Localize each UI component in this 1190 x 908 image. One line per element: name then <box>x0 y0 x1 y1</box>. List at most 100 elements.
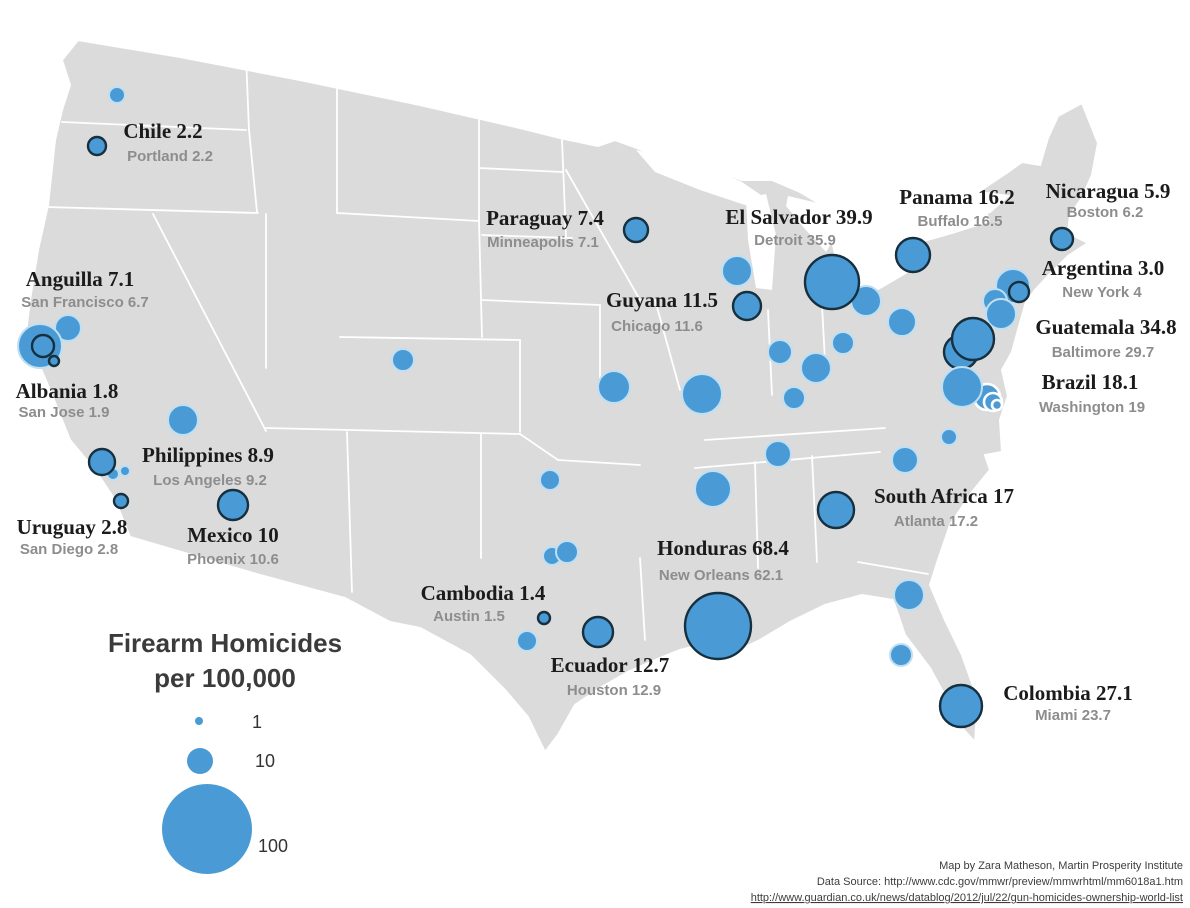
city-bubble <box>555 540 579 564</box>
state-border-segment <box>248 129 258 213</box>
city-bubble <box>721 255 753 287</box>
country-label-paraguay: Paraguay 7.4 <box>486 206 604 230</box>
state-border-segment <box>481 234 573 239</box>
legend-label-10: 10 <box>255 751 275 771</box>
legend-title-line2: per 100,000 <box>154 663 296 693</box>
country-label-panama: Panama 16.2 <box>899 185 1015 209</box>
city-bubble-houston <box>581 615 615 649</box>
state-border-segment <box>704 427 886 441</box>
city-bubbles <box>17 86 1075 729</box>
city-bubble <box>539 469 561 491</box>
lake-superior <box>636 150 768 206</box>
city-bubble-detroit <box>803 253 861 311</box>
country-label-colombia: Colombia 27.1 <box>1003 681 1133 705</box>
country-label-anguilla: Anguilla 7.1 <box>26 267 135 291</box>
city-bubble-chicago <box>731 290 763 322</box>
city-label-miami: Miami 23.7 <box>1035 707 1111 724</box>
country-label-south-africa: South Africa 17 <box>874 484 1014 508</box>
city-bubble <box>985 298 1017 330</box>
city-label-san-jose: San Jose 1.9 <box>19 404 110 421</box>
state-border-segment <box>639 557 646 641</box>
city-label-san-francisco: San Francisco 6.7 <box>21 294 149 311</box>
state-border-segment <box>265 427 521 435</box>
city-bubble <box>767 339 793 365</box>
city-bubble <box>391 348 415 372</box>
state-border-segment <box>245 55 250 131</box>
country-label-mexico: Mexico 10 <box>187 523 279 547</box>
legend-circle-1 <box>195 717 203 725</box>
city-bubble-san-francisco <box>30 333 56 359</box>
lake-ontario <box>918 214 990 242</box>
state-border-segment <box>481 299 601 306</box>
city-label-houston: Houston 12.9 <box>567 682 661 699</box>
city-label-minneapolis: Minneapolis 7.1 <box>487 234 599 251</box>
state-border-segment <box>478 167 563 173</box>
city-bubble <box>893 579 925 611</box>
country-city-labels: Chile 2.2 Portland 2.2 Anguilla 7.1 San Fra… <box>16 119 1177 724</box>
country-label-guatemala: Guatemala 34.8 <box>1035 315 1176 339</box>
city-bubble <box>54 314 82 342</box>
lake-michigan <box>746 194 776 290</box>
city-label-austin: Austin 1.5 <box>433 608 505 625</box>
state-border-segment <box>61 121 247 131</box>
state-border-segment <box>811 455 818 563</box>
state-border-segment <box>857 561 929 575</box>
city-bubble-san-diego <box>112 492 130 510</box>
city-label-chicago: Chicago 11.6 <box>611 318 703 335</box>
city-label-new-york: New York 4 <box>1062 284 1142 301</box>
city-bubble-los-angeles <box>87 447 117 477</box>
city-bubble <box>891 446 919 474</box>
city-bubble-phoenix <box>216 488 250 522</box>
city-bubble-buffalo <box>894 236 932 274</box>
city-bubble-atlanta <box>816 490 856 530</box>
attribution: Map by Zara Matheson, Martin Prosperity … <box>751 860 1183 904</box>
city-bubble <box>764 440 792 468</box>
state-border-segment <box>45 206 259 214</box>
city-bubble <box>940 428 958 446</box>
legend-circle-10 <box>187 748 213 774</box>
city-label-new-orleans: New Orleans 62.1 <box>659 567 783 584</box>
country-label-uruguay: Uruguay 2.8 <box>17 515 128 539</box>
city-label-phoenix: Phoenix 10.6 <box>187 551 279 568</box>
country-label-chile: Chile 2.2 <box>123 119 202 143</box>
city-label-portland: Portland 2.2 <box>127 148 213 165</box>
city-label-los-angeles: Los Angeles 9.2 <box>153 472 267 489</box>
country-label-albania: Albania 1.8 <box>16 379 119 403</box>
city-bubble-minneapolis <box>622 216 650 244</box>
state-border-segment <box>339 336 521 341</box>
city-bubble-baltimore <box>950 316 996 362</box>
country-label-brazil: Brazil 18.1 <box>1042 370 1139 394</box>
attribution-credit: Map by Zara Matheson, Martin Prosperity … <box>939 860 1183 872</box>
city-bubble-boston <box>1049 226 1075 252</box>
city-bubble-washington <box>941 366 983 408</box>
state-border-segment <box>557 459 641 466</box>
legend-circle-100 <box>162 784 252 874</box>
city-bubble <box>889 643 913 667</box>
country-label-el-salvador: El Salvador 39.9 <box>725 205 872 229</box>
attribution-guardian-link: http://www.guardian.co.uk/news/datablog/… <box>751 892 1183 904</box>
city-bubble <box>108 86 126 104</box>
city-bubble-san-jose <box>47 354 61 368</box>
city-bubble-portland <box>86 135 108 157</box>
attribution-data-source: Data Source: http://www.cdc.gov/mmwr/pre… <box>817 876 1183 888</box>
country-label-ecuador: Ecuador 12.7 <box>551 653 670 677</box>
city-bubble <box>990 398 1004 412</box>
city-bubble <box>887 307 917 337</box>
great-lakes <box>636 150 990 302</box>
state-border-segment <box>478 220 483 338</box>
city-bubble <box>516 630 538 652</box>
state-border-segment <box>152 213 267 432</box>
country-label-honduras: Honduras 68.4 <box>657 536 789 560</box>
city-bubble <box>800 352 832 384</box>
city-bubble <box>597 370 631 404</box>
city-label-washington: Washington 19 <box>1039 399 1145 416</box>
country-label-cambodia: Cambodia 1.4 <box>421 581 546 605</box>
legend-title-line1: Firearm Homicides <box>108 628 342 658</box>
lake-huron <box>786 196 836 252</box>
city-bubble-new-orleans <box>683 591 753 661</box>
country-label-nicaragua: Nicaragua 5.9 <box>1046 179 1171 203</box>
state-border-segment <box>519 433 559 461</box>
country-label-philippines: Philippines 8.9 <box>142 443 274 467</box>
legend: Firearm Homicides per 100,000 1 10 100 <box>108 628 342 874</box>
